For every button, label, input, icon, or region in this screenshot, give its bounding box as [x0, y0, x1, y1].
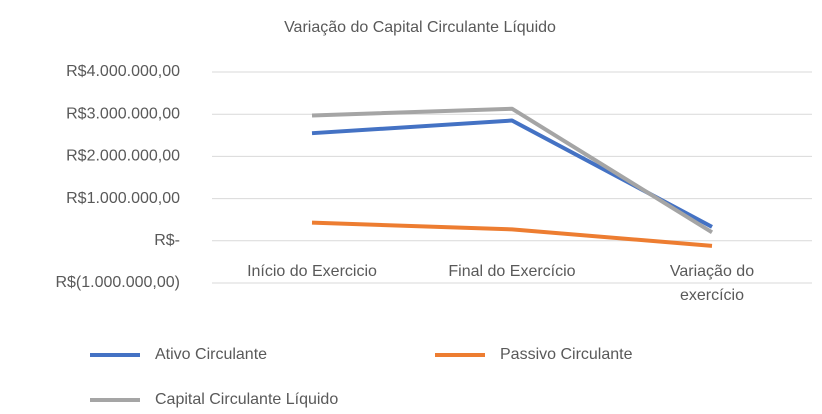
y-tick-label: R$- — [154, 232, 180, 249]
y-tick-label: R$(1.000.000,00) — [55, 274, 180, 291]
series-line — [311, 106, 714, 235]
series-line — [311, 220, 713, 248]
y-tick-label: R$2.000.000,00 — [66, 148, 180, 165]
x-tick-label: Variação do exercício — [669, 263, 755, 304]
series-line — [311, 118, 713, 229]
y-tick-label: R$4.000.000,00 — [66, 63, 180, 80]
y-tick-label: R$1.000.000,00 — [66, 190, 180, 207]
legend-label: Ativo Circulante — [155, 346, 267, 363]
x-tick-label: Início do Exercicio — [247, 263, 377, 280]
chart-title: Variação do Capital Circulante Líquido — [284, 19, 556, 36]
y-tick-label: R$3.000.000,00 — [66, 105, 180, 122]
legend-label: Capital Circulante Líquido — [155, 391, 338, 408]
legend-label: Passivo Circulante — [500, 346, 633, 363]
x-tick-label: Final do Exercício — [448, 263, 576, 280]
